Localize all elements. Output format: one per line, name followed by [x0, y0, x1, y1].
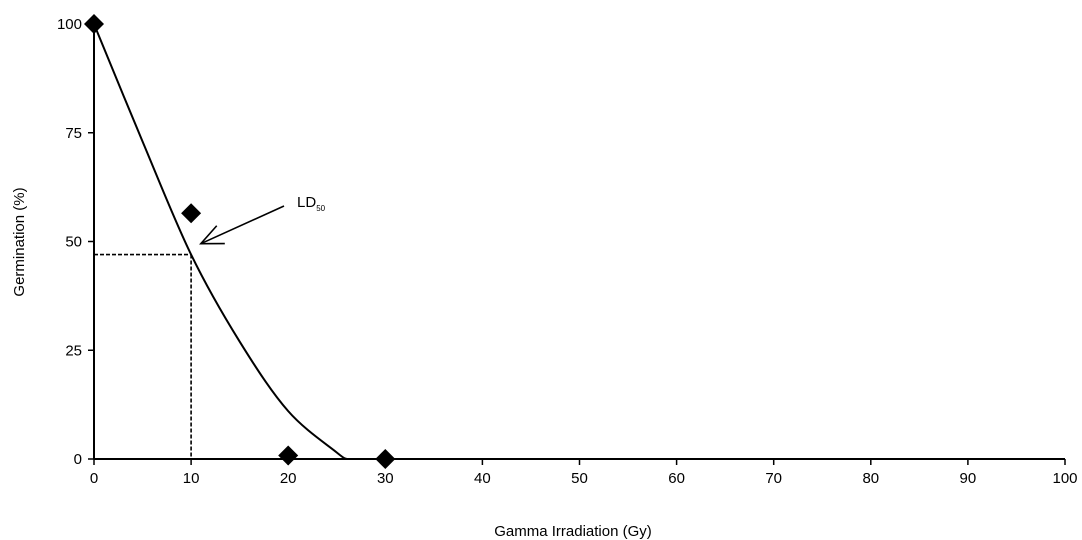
- ld50-annotation: LD50: [199, 194, 326, 245]
- y-tick-label: 25: [65, 342, 82, 359]
- x-tick-label: 80: [862, 470, 879, 487]
- data-point: [278, 445, 299, 466]
- y-tick-label: 75: [65, 125, 82, 142]
- x-tick-label: 10: [183, 470, 200, 487]
- y-tick-label: 50: [65, 234, 82, 251]
- annotation-label: LD50: [297, 194, 326, 213]
- annotation-main-text: LD: [297, 194, 316, 211]
- x-tick-label: 50: [571, 470, 588, 487]
- x-tick-label: 100: [1052, 470, 1077, 487]
- x-tick-label: 70: [765, 470, 782, 487]
- x-tick-label: 90: [960, 470, 977, 487]
- x-tick-label: 20: [280, 470, 297, 487]
- y-tick-label: 0: [74, 451, 82, 468]
- fit-curve: [93, 23, 348, 460]
- data-point: [181, 203, 202, 224]
- annotation-arrow-head: [199, 225, 225, 245]
- data-point: [84, 14, 104, 34]
- x-tick-label: 60: [668, 470, 685, 487]
- x-axis-ticks: 0 10 20 30 40 50 60 70 80 90 100: [90, 459, 1078, 487]
- y-axis-ticks: 0 25 50 75 100: [57, 16, 94, 468]
- x-tick-label: 30: [377, 470, 394, 487]
- data-points: [84, 14, 396, 469]
- data-point: [375, 449, 396, 469]
- axes: [93, 24, 1065, 460]
- y-tick-label: 100: [57, 16, 82, 33]
- x-tick-label: 40: [474, 470, 491, 487]
- x-axis-title: Gamma Irradiation (Gy): [494, 523, 652, 540]
- y-axis-title: Germination (%): [11, 187, 28, 296]
- ld50-reference-lines: [94, 253, 192, 459]
- x-tick-label: 0: [90, 470, 98, 487]
- annotation-subscript: 50: [316, 204, 325, 213]
- annotation-arrow-shaft: [200, 205, 285, 245]
